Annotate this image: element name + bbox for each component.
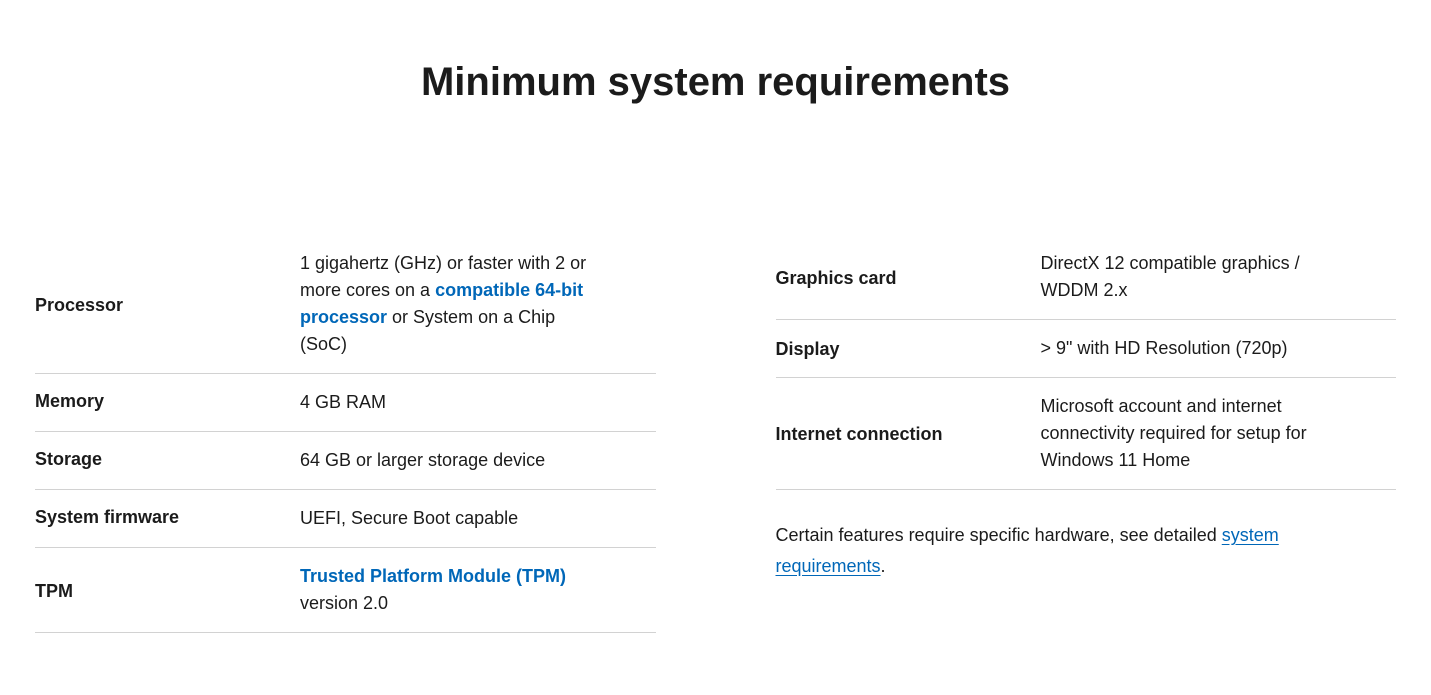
value-internet: Microsoft account and internet connectiv… [1041,393,1397,474]
footer-text-post: . [881,556,886,576]
label-display: Display [776,337,1041,360]
tpm-text-post: version 2.0 [300,593,388,613]
row-processor: Processor 1 gigahertz (GHz) or faster wi… [35,235,656,374]
row-graphics: Graphics card DirectX 12 compatible grap… [776,235,1397,320]
value-graphics: DirectX 12 compatible graphics / WDDM 2.… [1041,250,1397,304]
value-memory: 4 GB RAM [300,389,656,416]
value-tpm: Trusted Platform Module (TPM) version 2.… [300,563,656,617]
label-tpm: TPM [35,579,300,602]
row-memory: Memory 4 GB RAM [35,374,656,432]
page-title: Minimum system requirements [0,60,1431,105]
row-firmware: System firmware UEFI, Secure Boot capabl… [35,490,656,548]
tpm-link[interactable]: Trusted Platform Module (TPM) [300,566,566,586]
footer-text-pre: Certain features require specific hardwa… [776,525,1222,545]
footer-note: Certain features require specific hardwa… [776,490,1397,581]
row-internet: Internet connection Microsoft account an… [776,378,1397,490]
label-firmware: System firmware [35,505,300,528]
value-storage: 64 GB or larger storage device [300,447,656,474]
row-storage: Storage 64 GB or larger storage device [35,432,656,490]
label-memory: Memory [35,389,300,412]
label-processor: Processor [35,293,300,316]
requirements-columns: Processor 1 gigahertz (GHz) or faster wi… [0,235,1431,633]
value-firmware: UEFI, Secure Boot capable [300,505,656,532]
value-processor: 1 gigahertz (GHz) or faster with 2 or mo… [300,250,656,358]
row-display: Display > 9" with HD Resolution (720p) [776,320,1397,378]
row-tpm: TPM Trusted Platform Module (TPM) versio… [35,548,656,633]
value-display: > 9" with HD Resolution (720p) [1041,335,1397,362]
label-storage: Storage [35,447,300,470]
left-column: Processor 1 gigahertz (GHz) or faster wi… [35,235,656,633]
right-column: Graphics card DirectX 12 compatible grap… [776,235,1397,633]
label-graphics: Graphics card [776,266,1041,289]
label-internet: Internet connection [776,422,1041,445]
